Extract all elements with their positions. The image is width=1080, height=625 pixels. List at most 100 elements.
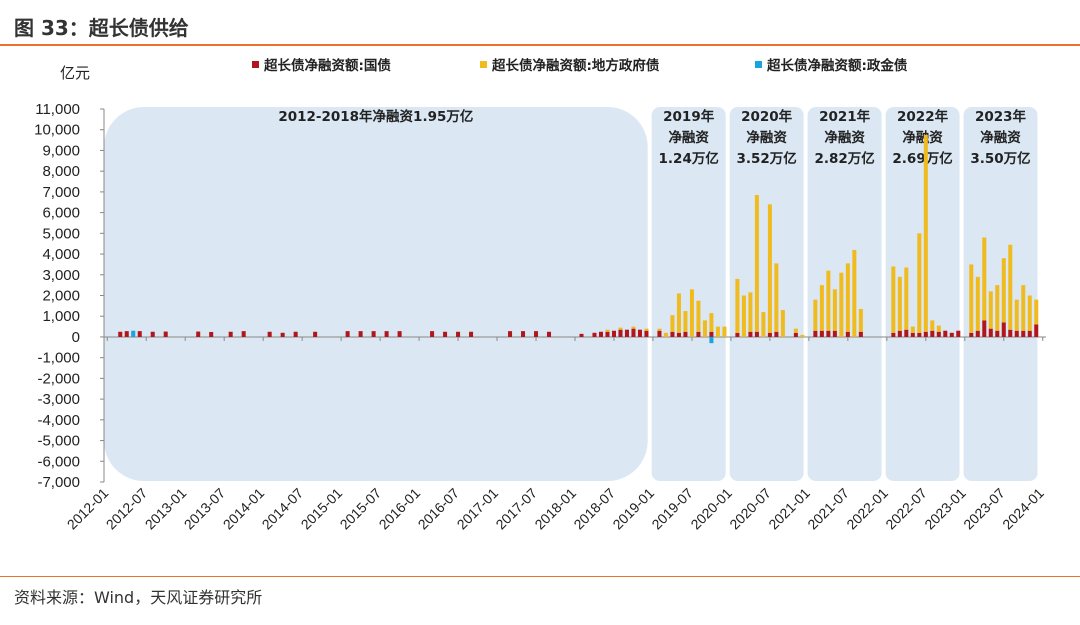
- bar-guozhai: [118, 331, 123, 337]
- x-tick-label: 2018-01: [531, 485, 579, 533]
- bar-guozhai: [1027, 330, 1032, 337]
- bar-difang: [754, 194, 759, 332]
- x-tick-label: 2023-07: [960, 485, 1008, 533]
- bar-guozhai: [813, 330, 818, 337]
- bar-guozhai: [995, 330, 1000, 337]
- bar-difang: [975, 276, 980, 331]
- bar-guozhai: [637, 329, 642, 337]
- x-tick-label: 2014-01: [220, 485, 268, 533]
- x-tick-label: 2020-01: [687, 485, 735, 533]
- bar-guozhai: [891, 332, 896, 337]
- bar-difang: [774, 263, 779, 332]
- bar-guozhai: [592, 332, 597, 337]
- bar-guozhai: [598, 331, 604, 337]
- region-annotation: 2021年: [819, 108, 871, 125]
- legend-swatch: [480, 61, 487, 68]
- year-region-band: [104, 107, 648, 481]
- bar-difang: [969, 264, 974, 333]
- bar-guozhai: [209, 331, 214, 337]
- legend-label: 超长债净融资额:政金债: [766, 57, 908, 74]
- bar-difang: [1014, 299, 1019, 331]
- x-tick-label: 2019-01: [609, 485, 657, 533]
- x-tick-label: 2017-07: [492, 485, 540, 533]
- bar-guozhai: [793, 332, 798, 337]
- bar-guozhai: [676, 332, 681, 337]
- x-tick-label: 2013-01: [142, 485, 190, 533]
- x-tick-label: 2023-01: [921, 485, 969, 533]
- bar-guozhai: [196, 331, 201, 337]
- bar-difang: [780, 310, 785, 337]
- region-annotation: 1.24万亿: [659, 150, 719, 167]
- y-tick-label: 3,000: [42, 267, 80, 284]
- y-tick-label: -5,000: [37, 433, 80, 450]
- region-annotation: 2019年: [663, 108, 715, 125]
- bar-guozhai: [754, 331, 759, 337]
- region-annotation: 净融资: [746, 129, 787, 146]
- region-annotation: 2.69万亿: [892, 150, 952, 167]
- bar-difang: [819, 285, 824, 331]
- bar-guozhai: [826, 330, 831, 337]
- x-tick-label: 2021-01: [765, 485, 813, 533]
- bar-guozhai: [845, 331, 850, 337]
- region-annotation: 净融资: [668, 129, 709, 146]
- bar-guozhai: [397, 331, 402, 337]
- bar-difang: [858, 308, 863, 332]
- bar-difang: [748, 292, 753, 332]
- bar-guozhai: [150, 331, 155, 337]
- bar-guozhai: [923, 331, 928, 337]
- bar-guozhai: [904, 329, 909, 337]
- bar-guozhai: [293, 331, 298, 337]
- bar-guozhai: [832, 330, 837, 337]
- bar-difang: [793, 328, 798, 333]
- bar-difang: [735, 278, 740, 333]
- bar-guozhai: [858, 331, 863, 337]
- bar-guozhai: [975, 330, 980, 337]
- source-rule: [0, 576, 1080, 577]
- region-annotation: 3.52万亿: [736, 150, 796, 167]
- bar-difang: [676, 293, 681, 333]
- bar-guozhai: [735, 332, 740, 337]
- y-tick-label: 10,000: [34, 122, 80, 139]
- bar-guozhai: [618, 329, 623, 337]
- bar-guozhai: [1021, 330, 1026, 337]
- region-annotation: 净融资: [980, 129, 1021, 146]
- bar-difang: [702, 320, 707, 337]
- legend-label: 超长债净融资额:地方政府债: [491, 57, 660, 74]
- x-tick-label: 2024-01: [999, 485, 1047, 533]
- bar-difang: [767, 204, 772, 333]
- bar-difang: [1001, 258, 1006, 323]
- x-tick-label: 2013-07: [181, 485, 229, 533]
- bar-difang: [663, 332, 668, 337]
- x-tick-label: 2012-07: [103, 485, 151, 533]
- bar-difang: [897, 276, 902, 331]
- bar-difang: [605, 329, 610, 332]
- region-annotation: 净融资: [902, 129, 943, 146]
- bar-difang: [839, 272, 844, 337]
- bar-difang: [1034, 299, 1039, 325]
- bar-guozhai: [345, 331, 350, 337]
- y-tick-label: -3,000: [37, 391, 80, 408]
- bar-guozhai: [943, 330, 948, 337]
- bar-difang: [1021, 285, 1026, 331]
- y-tick-label: -6,000: [37, 453, 80, 470]
- y-tick-label: 6,000: [42, 205, 80, 222]
- figure-title: 图 33：超长债供给: [14, 16, 189, 40]
- bar-difang: [631, 326, 636, 329]
- region-annotation: 2.82万亿: [814, 150, 874, 167]
- bar-guozhai: [696, 331, 701, 337]
- bar-difang: [852, 249, 857, 337]
- bar-guozhai: [917, 332, 922, 337]
- bar-difang: [904, 267, 909, 330]
- bar-difang: [741, 295, 746, 337]
- bar-guozhai: [1034, 324, 1039, 337]
- bar-difang: [826, 270, 831, 331]
- bar-difang: [689, 289, 694, 337]
- bar-difang: [813, 299, 818, 331]
- bar-guozhai: [137, 331, 142, 337]
- y-tick-label: 7,000: [42, 184, 80, 201]
- bar-guozhai: [163, 331, 168, 337]
- bar-guozhai: [774, 331, 779, 337]
- bar-difang: [982, 237, 987, 321]
- region-annotation: 净融资: [824, 129, 865, 146]
- bar-guozhai: [228, 331, 233, 337]
